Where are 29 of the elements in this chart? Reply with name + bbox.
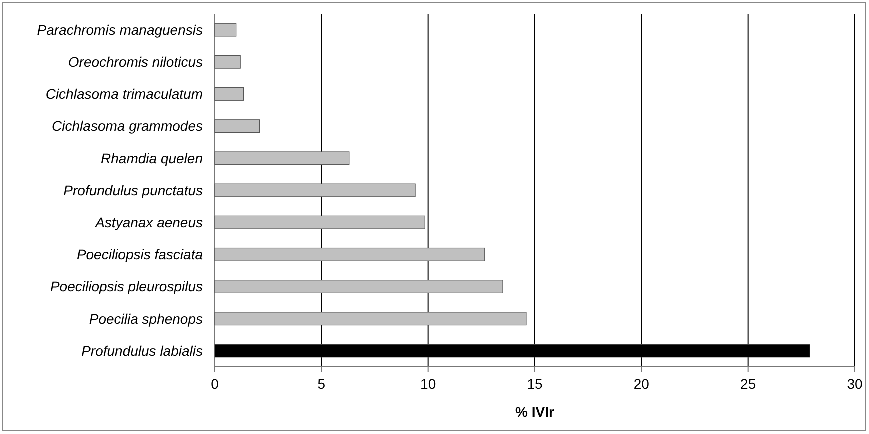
bar [214, 152, 350, 166]
y-tick-label: Profundulus labialis [82, 342, 203, 359]
bar [214, 312, 527, 326]
x-tick-label: 15 [527, 376, 543, 392]
y-tick-label: Astyanax aeneus [94, 214, 203, 230]
y-tick-label: Poeciliopsis pleurospilus [50, 278, 203, 295]
bar [214, 23, 237, 37]
bar [214, 88, 244, 101]
y-tick-label: Oreochromis niloticus [68, 54, 203, 70]
x-tick-label: 0 [211, 376, 220, 392]
y-tick-label: Poecilia sphenops [89, 310, 203, 327]
x-tick-label: 20 [634, 376, 650, 392]
bar [214, 120, 260, 134]
y-tick-label: Profundulus punctatus [64, 182, 203, 198]
bar [214, 184, 416, 198]
x-axis-title: % IVIr [516, 404, 555, 420]
x-tick-label: 30 [847, 376, 863, 392]
bar [214, 280, 504, 294]
y-tick-label: Cichlasoma trimaculatum [46, 86, 204, 102]
bar [214, 248, 486, 262]
y-tick-label: Cichlasoma grammodes [52, 118, 203, 134]
bar [214, 55, 241, 69]
x-tick-label: 5 [318, 376, 326, 392]
y-tick-label: Parachromis managuensis [37, 22, 203, 38]
y-tick-label: Poeciliopsis fasciata [76, 246, 204, 263]
y-tick-label: Rhamdia quelen [101, 150, 204, 166]
x-tick-label: 25 [740, 376, 756, 392]
x-tick-label: 10 [420, 376, 436, 392]
bar [214, 216, 426, 230]
